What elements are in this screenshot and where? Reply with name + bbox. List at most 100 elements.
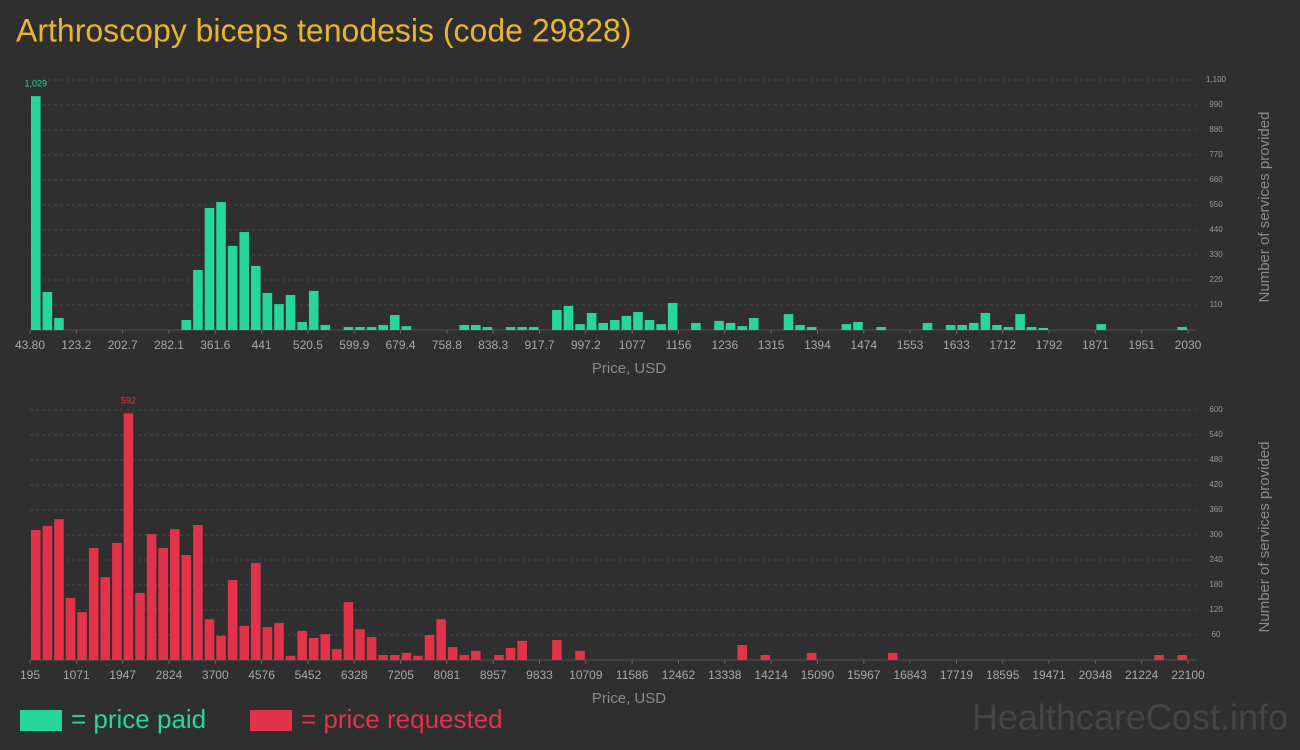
bar	[1038, 327, 1049, 330]
bar	[123, 413, 134, 660]
bar	[181, 320, 192, 330]
x-tick-label: 43.80	[15, 338, 45, 352]
y-tick-label: 990	[1209, 100, 1223, 109]
x-tick-label: 361.6	[200, 338, 230, 352]
y-tick-label: 660	[1209, 175, 1223, 184]
y-tick-label: 550	[1209, 200, 1223, 209]
bar	[204, 619, 215, 660]
x-tick-label: 441	[252, 338, 272, 352]
bar	[274, 304, 284, 330]
bar	[1154, 655, 1164, 660]
y-tick-label: 440	[1209, 225, 1223, 234]
bar	[169, 529, 180, 660]
bar	[610, 320, 620, 330]
x-tick-label: 1077	[619, 338, 646, 352]
bar	[783, 314, 794, 330]
y-axis-label: Number of services provided	[1256, 112, 1273, 303]
y-tick-label: 240	[1209, 555, 1223, 564]
bar	[644, 320, 655, 330]
bar	[853, 322, 863, 330]
x-tick-label: 195	[20, 668, 40, 682]
bar	[401, 326, 412, 330]
x-tick-label: 1071	[63, 668, 90, 682]
x-tick-label: 917.7	[525, 338, 555, 352]
bar	[378, 655, 388, 660]
x-tick-label: 1156	[666, 338, 692, 352]
bar	[471, 650, 481, 660]
bar	[586, 312, 597, 330]
bar	[436, 619, 446, 660]
bar	[552, 310, 562, 330]
bar	[193, 525, 203, 660]
bar	[204, 207, 215, 330]
y-tick-label: 880	[1209, 125, 1223, 134]
x-tick-label: 5452	[295, 668, 322, 682]
bar	[575, 324, 585, 330]
bar	[517, 640, 527, 660]
bar	[285, 295, 296, 330]
bar	[876, 327, 886, 330]
x-tick-label: 1633	[943, 338, 970, 352]
bar	[806, 652, 817, 660]
bar	[459, 325, 470, 330]
value-label: 592	[121, 396, 136, 406]
x-tick-label: 20348	[1079, 668, 1113, 682]
bar	[424, 635, 435, 660]
bar	[239, 232, 250, 330]
bar	[297, 630, 307, 660]
bar	[262, 627, 273, 660]
bar	[494, 655, 504, 660]
y-tick-label: 360	[1209, 505, 1223, 514]
bar	[193, 270, 203, 330]
bar	[42, 292, 53, 330]
bar	[992, 325, 1002, 330]
bar	[447, 647, 458, 660]
bar	[181, 555, 192, 660]
bar	[482, 327, 493, 330]
bar	[343, 327, 354, 330]
x-tick-label: 1315	[758, 338, 785, 352]
x-tick-label: 1792	[1036, 338, 1063, 352]
x-tick-label: 21224	[1125, 668, 1159, 682]
bar	[563, 305, 574, 330]
bar	[54, 519, 64, 660]
bar	[459, 655, 470, 660]
bar	[285, 655, 296, 660]
bar	[841, 324, 852, 330]
bar	[748, 317, 759, 330]
y-axis-label: Number of services provided	[1256, 442, 1273, 633]
bar	[100, 577, 111, 660]
bar	[366, 637, 377, 660]
legend-label: = price requested	[301, 704, 503, 734]
x-tick-label: 4576	[248, 668, 275, 682]
bar	[517, 327, 527, 330]
bar	[297, 322, 307, 330]
bar	[54, 317, 64, 330]
y-tick-label: 220	[1209, 275, 1223, 284]
x-tick-label: 17719	[940, 668, 974, 682]
x-tick-label: 202.7	[108, 338, 138, 352]
bar	[621, 315, 632, 330]
x-tick-label: 1947	[109, 668, 136, 682]
bar	[413, 655, 423, 660]
bar	[88, 547, 99, 660]
x-tick-label: 19471	[1032, 668, 1066, 682]
bar	[320, 325, 331, 330]
bar	[1026, 327, 1037, 330]
bar	[112, 542, 122, 660]
bar	[795, 325, 805, 330]
x-axis-label: Price, USD	[592, 360, 666, 377]
bar	[1003, 327, 1014, 330]
bar	[251, 562, 261, 660]
bar	[262, 292, 273, 330]
bar	[1096, 324, 1106, 330]
y-tick-label: 540	[1209, 430, 1223, 439]
bar	[31, 530, 41, 660]
x-tick-label: 15090	[801, 668, 835, 682]
bar	[691, 322, 701, 330]
bar	[945, 325, 956, 330]
x-tick-label: 123.2	[61, 338, 91, 352]
watermark: HealthcareCost.info	[972, 697, 1288, 738]
bar	[725, 322, 736, 330]
